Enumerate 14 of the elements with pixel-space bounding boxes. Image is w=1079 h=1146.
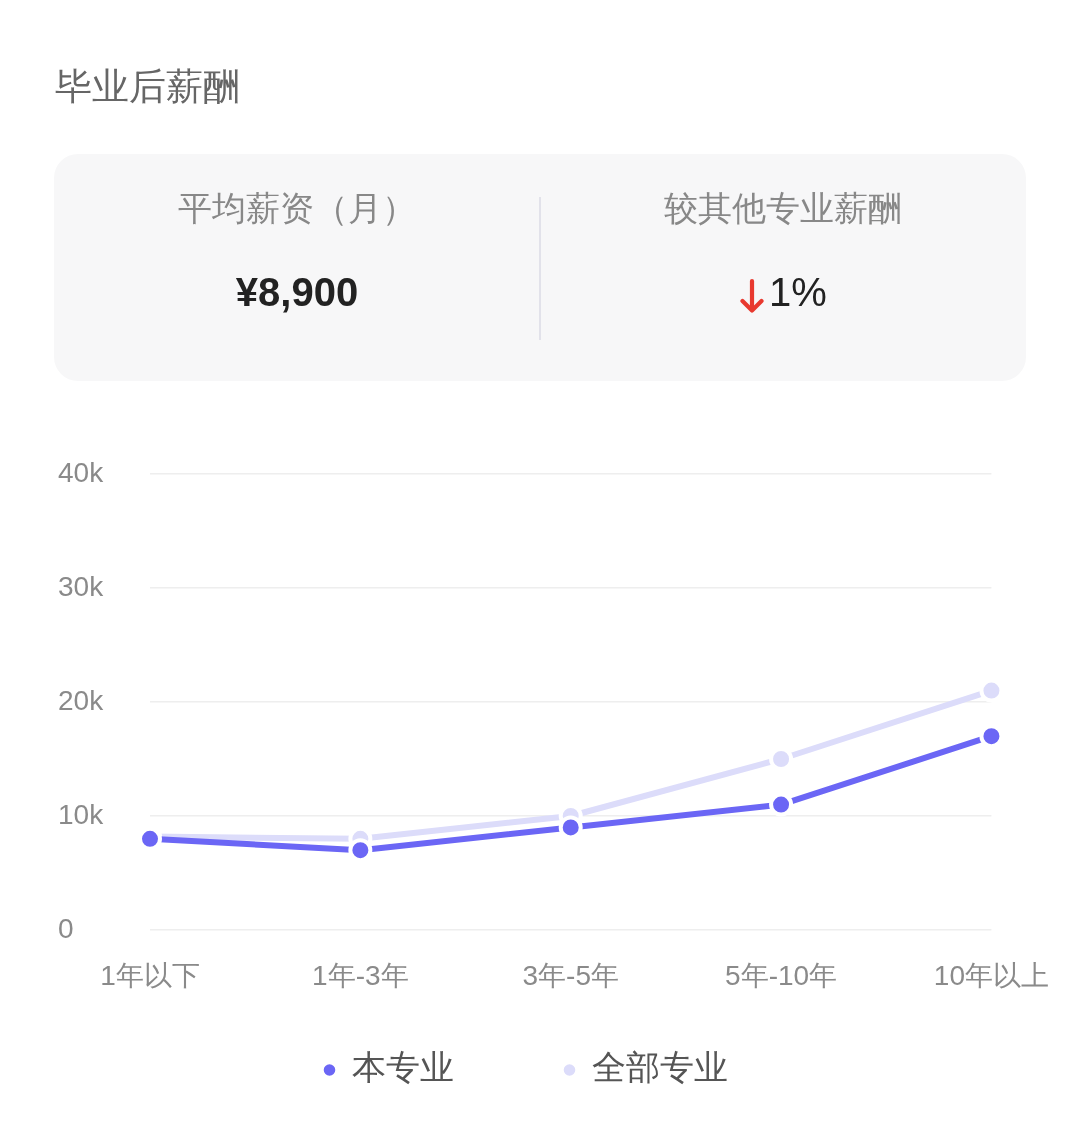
x-tick-label: 1年-3年 [312, 959, 409, 991]
summary-card: 平均薪资（月） ¥8,900 较其他专业薪酬 1% [54, 154, 1026, 381]
y-tick-label: 40k [58, 456, 105, 488]
y-tick-label: 20k [58, 684, 105, 716]
legend-label: 全部专业 [592, 1048, 728, 1087]
x-tick-label: 5年-10年 [725, 959, 838, 991]
y-tick-label: 10k [58, 798, 105, 830]
y-tick-label: 30k [58, 570, 105, 602]
y-tick-label: 0 [58, 912, 74, 944]
legend-label: 本专业 [352, 1048, 454, 1087]
x-tick-label: 3年-5年 [522, 959, 619, 991]
x-tick-label: 10年以上 [933, 959, 1050, 991]
text: 毕业后薪酬 [55, 65, 240, 109]
x-tick-label: 1年以下 [100, 959, 200, 991]
